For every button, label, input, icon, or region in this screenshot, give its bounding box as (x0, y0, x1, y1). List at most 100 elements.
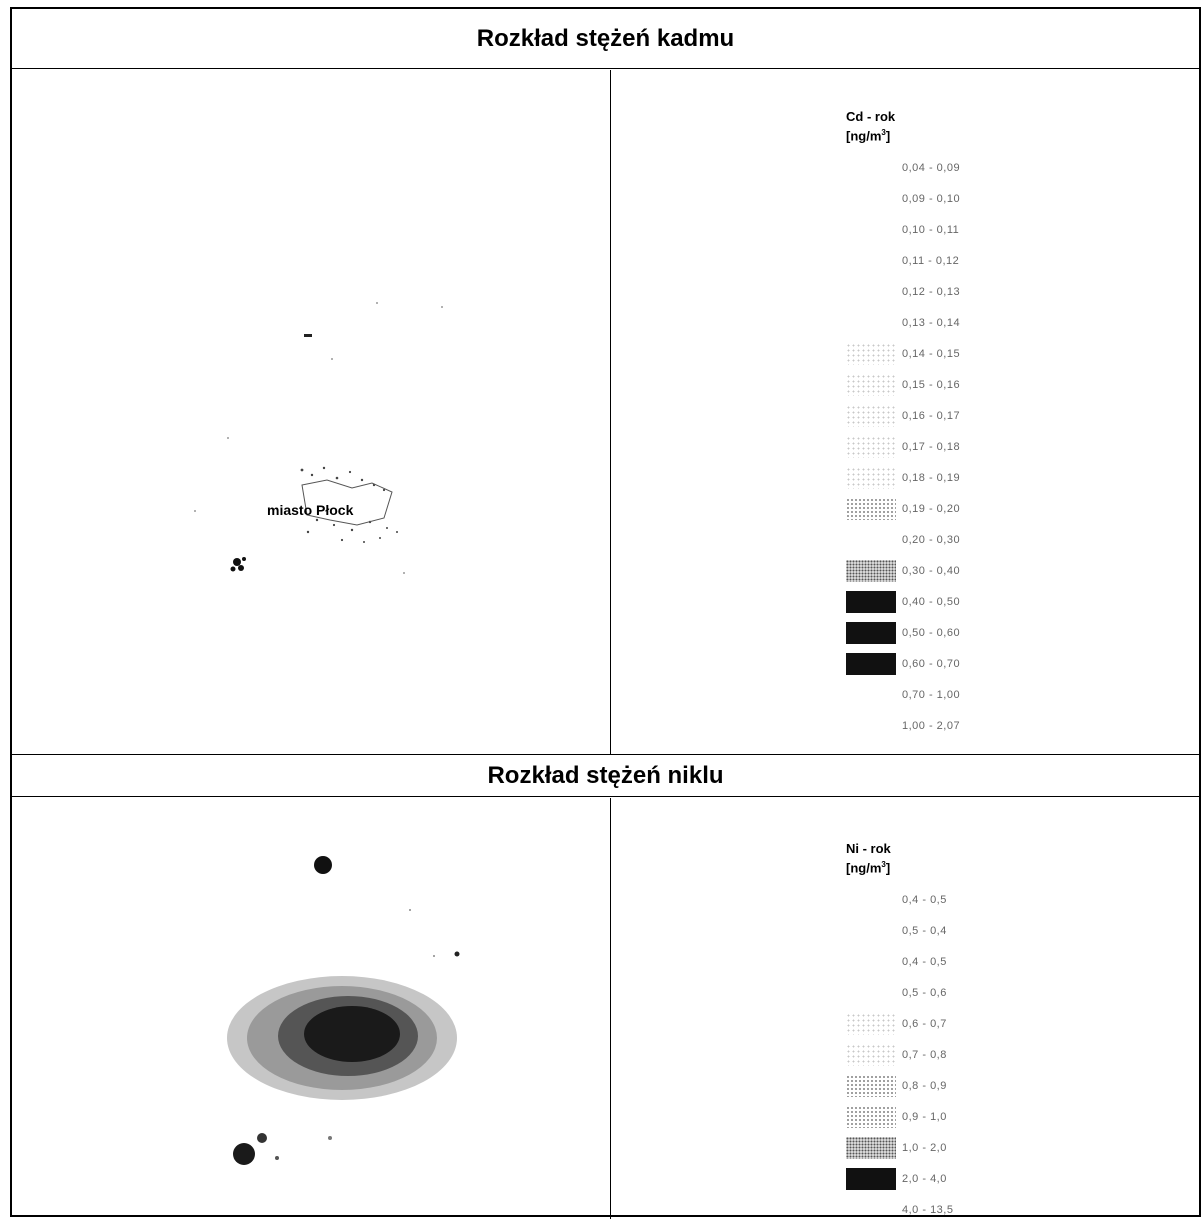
nickel-legend-swatch (846, 920, 896, 942)
cadmium-legend-item: 1,00 - 2,07 (846, 710, 960, 741)
cadmium-legend-label: 0,20 - 0,30 (902, 533, 961, 546)
nickel-legend-swatch (846, 1199, 896, 1221)
nickel-legend-label: 0,4 - 0,5 (902, 955, 947, 968)
cadmium-legend: Cd - rok [ng/m3] 0,04 - 0,09 0,09 - 0,10 0… (846, 109, 960, 741)
nickel-legend-title: Ni - rok [ng/m3] (846, 841, 891, 876)
nickel-legend-label: 0,6 - 0,7 (902, 1017, 947, 1030)
nickel-map (12, 798, 610, 1219)
nickel-legend-label: 0,8 - 0,9 (902, 1079, 947, 1092)
nickel-legend-item: 0,9 - 1,0 (846, 1101, 953, 1132)
city-label: miasto Płock (267, 502, 354, 518)
nickel-legend-label: 0,9 - 1,0 (902, 1110, 947, 1123)
cadmium-legend-label: 0,18 - 0,19 (902, 471, 961, 484)
cadmium-legend-item: 0,50 - 0,60 (846, 617, 960, 648)
cadmium-legend-swatch (846, 590, 896, 613)
cadmium-legend-swatch (846, 652, 896, 675)
nickel-legend-item: 0,6 - 0,7 (846, 1008, 953, 1039)
cadmium-legend-item: 0,18 - 0,19 (846, 462, 960, 493)
cadmium-legend-label: 0,70 - 1,00 (902, 688, 961, 701)
cadmium-legend-swatch (846, 715, 896, 737)
nickel-legend-rows: 0,4 - 0,5 0,5 - 0,4 0,4 - 0,5 0,5 - 0,6 0,6 … (846, 884, 953, 1225)
cadmium-legend-swatch (846, 621, 896, 644)
cadmium-legend-label: 0,13 - 0,14 (902, 316, 961, 329)
section-divider (12, 754, 1199, 755)
cadmium-map: miasto Płock (12, 70, 610, 754)
cadmium-legend-label: 0,10 - 0,11 (902, 223, 960, 236)
nickel-legend-swatch (846, 1012, 896, 1035)
cadmium-legend-swatch (846, 466, 896, 489)
nickel-legend-item: 0,5 - 0,4 (846, 915, 953, 946)
cadmium-legend-swatch (846, 373, 896, 396)
cadmium-legend-label: 0,17 - 0,18 (902, 440, 961, 453)
cadmium-section-title: Rozkład stężeń kadmu (12, 9, 1199, 69)
cadmium-legend-label: 0,11 - 0,12 (902, 254, 960, 267)
nickel-section-title: Rozkład stężeń niklu (12, 755, 1199, 797)
nickel-legend-label: 1,0 - 2,0 (902, 1141, 947, 1154)
cadmium-legend-label: 0,09 - 0,10 (902, 192, 961, 205)
nickel-map-canvas (227, 856, 460, 1165)
cadmium-legend-swatch (846, 404, 896, 427)
cadmium-legend-item: 0,15 - 0,16 (846, 369, 960, 400)
cadmium-legend-label: 0,60 - 0,70 (902, 657, 961, 670)
cadmium-legend-swatch (846, 684, 896, 706)
cadmium-legend-item: 0,16 - 0,17 (846, 400, 960, 431)
cadmium-legend-swatch (846, 188, 896, 210)
nickel-legend-item: 0,4 - 0,5 (846, 946, 953, 977)
nickel-legend-swatch (846, 982, 896, 1004)
nickel-legend-swatch (846, 1167, 896, 1190)
cadmium-legend-item: 0,40 - 0,50 (846, 586, 960, 617)
nickel-legend-label: 0,5 - 0,4 (902, 924, 947, 937)
nickel-legend-item: 0,4 - 0,5 (846, 884, 953, 915)
cadmium-legend-item: 0,04 - 0,09 (846, 152, 960, 183)
cadmium-legend-label: 1,00 - 2,07 (902, 719, 961, 732)
nickel-divider (610, 798, 611, 1219)
nickel-legend-swatch (846, 1043, 896, 1066)
nickel-legend-item: 0,5 - 0,6 (846, 977, 953, 1008)
nickel-legend-item: 0,7 - 0,8 (846, 1039, 953, 1070)
nickel-legend-label: 0,7 - 0,8 (902, 1048, 947, 1061)
cadmium-title-text: Rozkład stężeń kadmu (476, 24, 735, 52)
nickel-legend-label: 4,0 - 13,5 (902, 1203, 954, 1216)
cadmium-legend-label: 0,15 - 0,16 (902, 378, 961, 391)
cadmium-legend-label: 0,30 - 0,40 (902, 564, 961, 577)
cadmium-legend-swatch (846, 342, 896, 365)
cadmium-legend-label: 0,50 - 0,60 (902, 626, 961, 639)
cadmium-legend-item: 0,10 - 0,11 (846, 214, 960, 245)
report-frame: Rozkład stężeń kadmu (10, 7, 1201, 1219)
cadmium-legend-label: 0,12 - 0,13 (902, 285, 961, 298)
cadmium-legend-swatch (846, 250, 896, 272)
cadmium-legend-item: 0,09 - 0,10 (846, 183, 960, 214)
cadmium-legend-item: 0,19 - 0,20 (846, 493, 960, 524)
cadmium-legend-label: 0,40 - 0,50 (902, 595, 961, 608)
cadmium-legend-label: 0,16 - 0,17 (902, 409, 961, 422)
nickel-legend-swatch (846, 1105, 896, 1128)
nickel-legend-item: 1,0 - 2,0 (846, 1132, 953, 1163)
cadmium-legend-swatch (846, 529, 896, 551)
nickel-legend-label: 2,0 - 4,0 (902, 1172, 947, 1185)
cadmium-legend-item: 0,60 - 0,70 (846, 648, 960, 679)
cadmium-legend-swatch (846, 497, 896, 520)
nickel-title-text: Rozkład stężeń niklu (487, 761, 724, 789)
cadmium-legend-swatch (846, 281, 896, 303)
cadmium-legend-swatch (846, 157, 896, 179)
nickel-legend-swatch (846, 951, 896, 973)
cadmium-legend-rows: 0,04 - 0,09 0,09 - 0,10 0,10 - 0,11 0,11 - … (846, 152, 960, 741)
nickel-legend-item: 4,0 - 13,5 (846, 1194, 953, 1225)
cadmium-legend-item: 0,12 - 0,13 (846, 276, 960, 307)
nickel-legend-label: 0,4 - 0,5 (902, 893, 947, 906)
cadmium-legend-item: 0,11 - 0,12 (846, 245, 960, 276)
nickel-legend-label: 0,5 - 0,6 (902, 986, 947, 999)
nickel-legend-item: 0,8 - 0,9 (846, 1070, 953, 1101)
cadmium-legend-item: 0,17 - 0,18 (846, 431, 960, 462)
cadmium-divider (610, 70, 611, 754)
cadmium-legend-item: 0,20 - 0,30 (846, 524, 960, 555)
nickel-legend-swatch (846, 889, 896, 911)
cadmium-legend-item: 0,13 - 0,14 (846, 307, 960, 338)
nickel-legend-swatch (846, 1136, 896, 1159)
nickel-legend-swatch (846, 1074, 896, 1097)
cadmium-legend-swatch (846, 219, 896, 241)
nickel-legend: Ni - rok [ng/m3] 0,4 - 0,5 0,5 - 0,4 0,4 -… (846, 841, 953, 1225)
cadmium-legend-label: 0,04 - 0,09 (902, 161, 961, 174)
cadmium-legend-swatch (846, 435, 896, 458)
cadmium-legend-swatch (846, 312, 896, 334)
